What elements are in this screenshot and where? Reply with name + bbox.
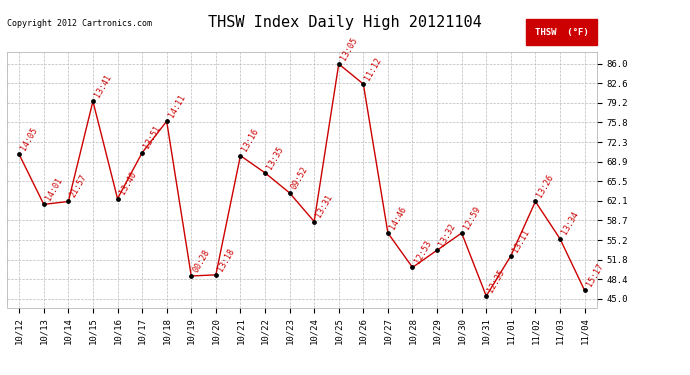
Text: 13:11: 13:11	[511, 228, 531, 254]
Text: 14:46: 14:46	[388, 205, 408, 231]
Point	[186, 273, 197, 279]
Text: THSW  (°F): THSW (°F)	[535, 28, 589, 37]
Text: 12:53: 12:53	[413, 239, 433, 265]
Point	[456, 230, 467, 236]
Point	[112, 196, 123, 202]
Text: 13:41: 13:41	[93, 73, 113, 99]
Point	[530, 198, 541, 204]
Text: 13:35: 13:35	[265, 144, 285, 171]
Text: 12:59: 12:59	[462, 205, 482, 231]
Point	[235, 153, 246, 159]
Text: 09:52: 09:52	[290, 165, 310, 190]
Point	[137, 150, 148, 156]
Point	[14, 152, 25, 157]
Point	[481, 293, 492, 299]
Text: 14:05: 14:05	[19, 126, 39, 152]
Point	[308, 219, 319, 225]
Text: Copyright 2012 Cartronics.com: Copyright 2012 Cartronics.com	[7, 20, 152, 28]
Text: 14:11: 14:11	[167, 93, 187, 119]
Point	[161, 118, 172, 124]
Text: 13:05: 13:05	[339, 36, 359, 62]
Point	[505, 253, 516, 259]
Text: 13:51: 13:51	[142, 124, 162, 150]
Point	[259, 170, 270, 176]
Point	[555, 236, 566, 242]
Point	[382, 230, 393, 236]
Point	[407, 264, 418, 270]
Text: 21:57: 21:57	[68, 173, 88, 199]
Point	[63, 198, 74, 204]
Text: 11:12: 11:12	[364, 56, 384, 82]
FancyBboxPatch shape	[526, 20, 597, 45]
Text: 13:26: 13:26	[535, 173, 555, 199]
Point	[38, 201, 49, 207]
Text: 14:01: 14:01	[43, 176, 64, 202]
Point	[333, 61, 344, 67]
Text: 13:31: 13:31	[314, 193, 335, 219]
Point	[210, 272, 221, 278]
Point	[284, 190, 295, 196]
Text: 13:32: 13:32	[437, 222, 457, 248]
Text: THSW Index Daily High 20121104: THSW Index Daily High 20121104	[208, 15, 482, 30]
Point	[431, 247, 442, 253]
Text: 12:35: 12:35	[486, 268, 506, 294]
Text: 00:28: 00:28	[191, 248, 212, 274]
Text: 13:18: 13:18	[216, 246, 236, 273]
Text: 13:16: 13:16	[240, 127, 261, 153]
Text: 13:40: 13:40	[117, 170, 138, 196]
Text: 15:17: 15:17	[584, 262, 605, 288]
Text: 13:34: 13:34	[560, 210, 580, 237]
Point	[88, 98, 99, 104]
Point	[579, 287, 590, 293]
Point	[358, 81, 369, 87]
